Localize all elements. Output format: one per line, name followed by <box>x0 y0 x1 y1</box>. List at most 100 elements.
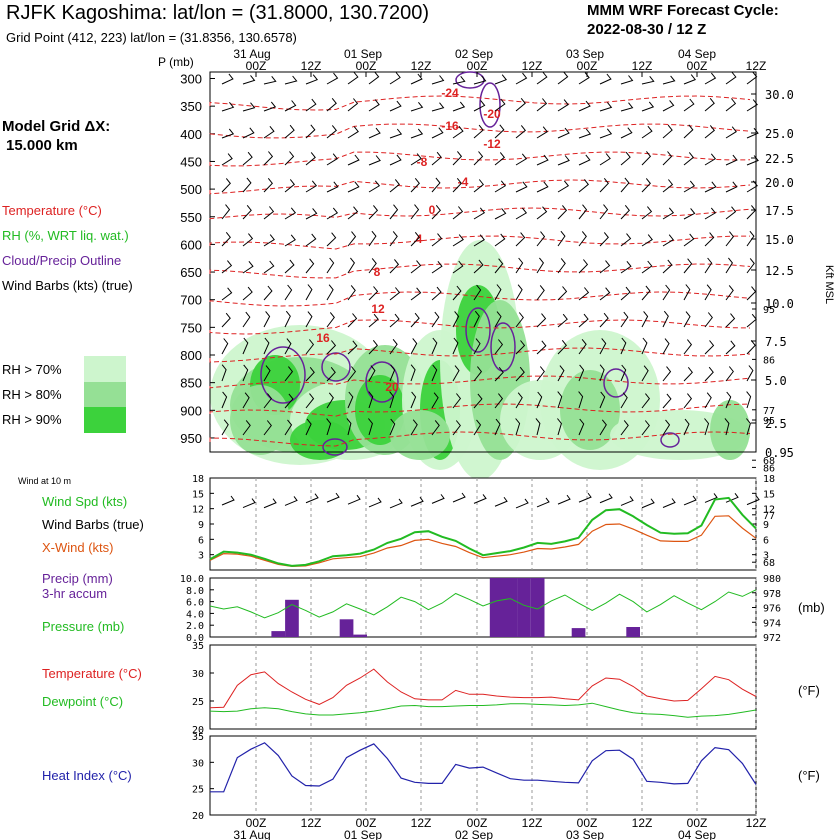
wind-barb <box>326 340 337 355</box>
wind-barb <box>263 260 275 274</box>
wind-barb <box>368 258 377 274</box>
sfc-wind-barb <box>473 494 487 504</box>
wind-barb <box>347 257 356 274</box>
wind-barb <box>746 180 758 193</box>
wind-barb <box>704 312 713 328</box>
wind-barb <box>620 127 633 139</box>
wind-barb <box>389 179 400 193</box>
legend-precip-accum: 3-hr accum <box>42 586 108 601</box>
legend-precip: Precip (mm) <box>42 571 113 586</box>
wind-barb <box>746 71 758 85</box>
wind-barb <box>305 366 315 382</box>
legend-pressure: Pressure (mb) <box>42 619 125 634</box>
wind-barb <box>305 124 316 139</box>
temperature-contour <box>209 431 751 447</box>
wind-barb <box>284 310 291 328</box>
wind-barb <box>536 391 543 409</box>
wind-barb <box>326 125 337 139</box>
wind-barb <box>389 287 401 301</box>
wind-barb <box>494 258 504 274</box>
pressure-tick-label: 600 <box>180 237 202 252</box>
wind-barb <box>494 98 506 112</box>
precip-bar <box>339 619 354 637</box>
wind-barb <box>473 124 484 139</box>
wind-barb <box>242 337 249 355</box>
temperature-contour <box>209 319 751 335</box>
rh80-swatch <box>84 382 126 407</box>
grid-point-label: Grid Point (412, 223) lat/lon = (31.8356… <box>6 30 297 45</box>
rh-shading-17 <box>710 400 750 460</box>
pressure-unit-label: (mb) <box>798 600 825 615</box>
temperature-contour <box>209 347 751 363</box>
wind-barb <box>725 181 738 193</box>
wind-barb <box>389 128 403 139</box>
time-date-label-bottom: 04 Sep <box>678 828 716 840</box>
time-hour-label-top: 00Z <box>356 59 377 73</box>
time-hour-label-bottom: 12Z <box>411 816 432 830</box>
legend-wind-barbs: Wind Barbs (kts) (true) <box>2 278 133 293</box>
wind-barb <box>389 338 398 355</box>
wind-barb <box>683 366 693 382</box>
wind-barb <box>389 259 400 274</box>
time-hour-label-top: 12Z <box>522 59 543 73</box>
wind-barb <box>599 260 611 274</box>
forecast-cycle-date: 2022-08-30 / 12 Z <box>587 21 707 38</box>
wind-barb <box>620 260 632 274</box>
sfc-wind-barb <box>683 495 697 506</box>
model-grid-label: Model Grid ΔX: <box>2 118 111 135</box>
wind-barb <box>599 204 609 220</box>
wind-barb <box>347 181 360 193</box>
wind-barb <box>557 258 566 274</box>
wind-barb <box>410 338 418 355</box>
wind-barb <box>662 338 670 355</box>
wind-barb <box>515 181 528 193</box>
temperature-contour <box>209 207 751 220</box>
wind-barb <box>284 393 294 409</box>
wind-barb <box>452 206 464 220</box>
wind-barb <box>284 284 293 301</box>
temperature-contour <box>209 95 751 111</box>
pressure-tick-label: 972 <box>763 633 781 644</box>
wind-barb <box>620 420 629 436</box>
time-hour-label-bottom: 12Z <box>632 816 653 830</box>
wind-barb <box>535 418 541 436</box>
heat-right-tick-label: 77 <box>763 511 775 522</box>
precip-tick-label: 6.0 <box>186 598 204 609</box>
heat-index-line <box>210 742 757 793</box>
wind-barb <box>704 207 717 220</box>
height-tick-label: 10.0 <box>765 297 794 311</box>
time-hour-label-bottom: 00Z <box>356 816 377 830</box>
wind-barb <box>641 178 651 193</box>
wind-barb <box>599 177 609 193</box>
wind-barb <box>746 418 751 436</box>
wind-barb <box>641 285 651 301</box>
temperature-contour-label: 0 <box>429 203 436 217</box>
wind-barb <box>641 365 649 382</box>
cloud-outline-9 <box>479 82 501 128</box>
height-tick-label: 17.5 <box>765 204 794 218</box>
wind-barb <box>263 285 273 301</box>
sounding-frame-border <box>209 71 757 453</box>
wind-barb <box>725 340 736 355</box>
wind-barb <box>473 207 486 220</box>
wind-barb <box>494 74 508 85</box>
wind-barb <box>641 337 648 355</box>
wind-barb <box>557 127 570 139</box>
wind-barb <box>578 128 592 139</box>
wind-barb <box>557 71 569 85</box>
wind-barb <box>662 124 673 139</box>
wind-barb <box>242 127 255 139</box>
wind-barb <box>578 154 591 166</box>
wind-barb <box>536 231 546 247</box>
heat-left-tick-label: 25 <box>192 785 204 796</box>
wind-barb <box>704 181 717 193</box>
wind-barb <box>431 102 445 112</box>
wind-barb <box>389 231 398 247</box>
model-grid-value: 15.000 km <box>6 137 78 154</box>
wind-left-tick-label: 6 <box>198 535 204 546</box>
wind-barb <box>536 154 549 166</box>
wind-barb <box>368 418 373 436</box>
wind-barb <box>410 419 418 436</box>
legend-xwind: X-Wind (kts) <box>42 540 114 555</box>
wind-barb <box>515 125 526 139</box>
